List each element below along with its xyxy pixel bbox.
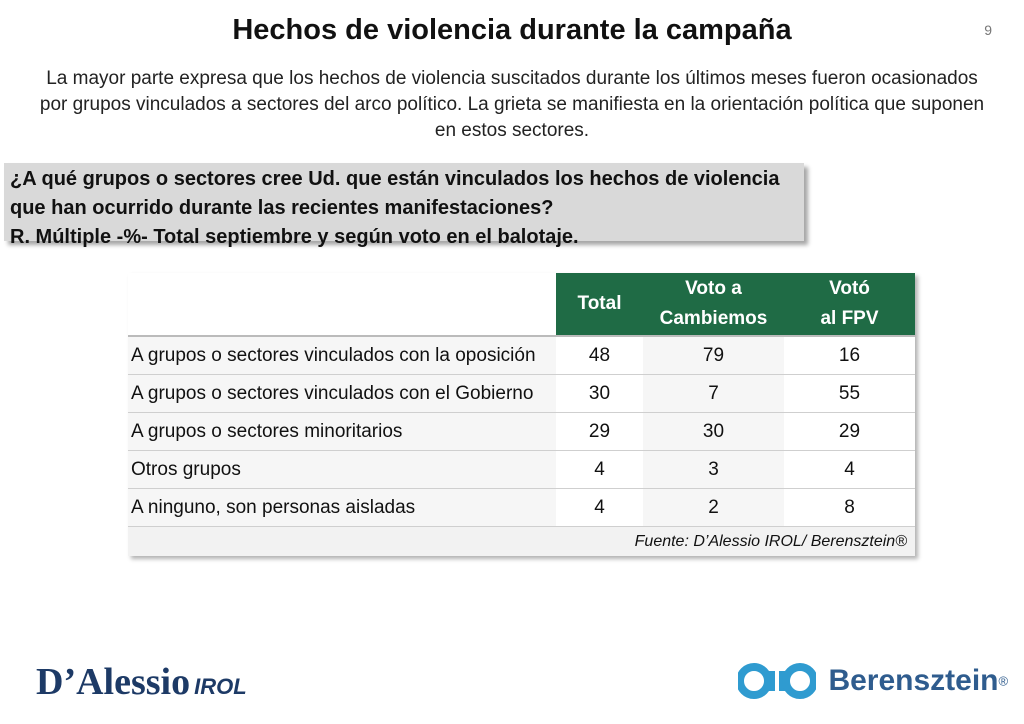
row-label: Otros grupos — [128, 450, 556, 489]
page-title: Hechos de violencia durante la campaña — [232, 14, 792, 46]
cell-cambiemos: 79 — [643, 335, 784, 375]
subtitle-line-1: La mayor parte expresa que los hechos de… — [46, 68, 978, 89]
source-note: Fuente: D’Alessio IROL/ Berensztein® — [128, 526, 915, 556]
row-label: A ninguno, son personas aisladas — [128, 488, 556, 527]
header-fpv: Votó al FPV — [784, 273, 915, 336]
cell-fpv: 8 — [784, 488, 915, 527]
results-table: Total Voto a Cambiemos Votó al FPV A gru… — [128, 273, 915, 556]
dalessio-logo: D’Alessio IROL — [36, 660, 247, 704]
cell-cambiemos: 30 — [643, 412, 784, 451]
cell-fpv: 16 — [784, 335, 915, 375]
table-row: A ninguno, son personas aisladas 4 2 8 — [128, 488, 915, 527]
cell-total: 4 — [556, 488, 643, 527]
header-cambiemos: Voto a Cambiemos — [643, 273, 784, 336]
cell-cambiemos: 2 — [643, 488, 784, 527]
header-fpv-line-1: Votó — [829, 278, 870, 299]
table-header-row: Total Voto a Cambiemos Votó al FPV — [128, 273, 915, 336]
cell-total: 48 — [556, 335, 643, 375]
cell-cambiemos: 3 — [643, 450, 784, 489]
table-row: A grupos o sectores vinculados con el Go… — [128, 374, 915, 413]
question-line-2: que han ocurrido durante las recientes m… — [10, 197, 554, 219]
row-label: A grupos o sectores vinculados con la op… — [128, 335, 556, 375]
question-line-3: R. Múltiple -%- Total septiembre y según… — [10, 226, 579, 248]
question-box: ¿A qué grupos o sectores cree Ud. que es… — [4, 163, 804, 248]
dalessio-logo-suffix: IROL — [194, 674, 247, 699]
cell-fpv: 4 — [784, 450, 915, 489]
cell-total: 30 — [556, 374, 643, 413]
cell-total: 4 — [556, 450, 643, 489]
page-number: 9 — [984, 22, 992, 38]
header-cambiemos-line-1: Voto a — [685, 278, 742, 299]
question-line-1: ¿A qué grupos o sectores cree Ud. que es… — [10, 168, 780, 190]
cell-fpv: 55 — [784, 374, 915, 413]
subtitle-line-2: por grupos vinculados a sectores del arc… — [39, 94, 985, 115]
cell-fpv: 29 — [784, 412, 915, 451]
header-cambiemos-line-2: Cambiemos — [659, 308, 768, 329]
berensztein-logo-text: Berensztein — [828, 664, 999, 697]
berensztein-mark-icon — [736, 663, 820, 699]
dalessio-logo-main: D’Alessio — [36, 661, 191, 703]
subtitle: La mayor parte expresa que los hechos de… — [12, 66, 1012, 144]
row-label: A grupos o sectores minoritarios — [128, 412, 556, 451]
registered-mark: ® — [998, 673, 1009, 689]
cell-cambiemos: 7 — [643, 374, 784, 413]
source-row: Fuente: D’Alessio IROL/ Berensztein® — [128, 526, 915, 556]
header-total-label: Total — [577, 293, 622, 314]
berensztein-logo: Berensztein® — [736, 663, 1009, 703]
header-fpv-line-2: al FPV — [820, 308, 879, 329]
cell-total: 29 — [556, 412, 643, 451]
table-row: A grupos o sectores vinculados con la op… — [128, 335, 915, 375]
table-row: Otros grupos 4 3 4 — [128, 450, 915, 489]
header-blank-cell — [128, 273, 556, 336]
subtitle-line-3: en estos sectores. — [434, 120, 590, 141]
header-total: Total — [556, 273, 643, 336]
table-row: A grupos o sectores minoritarios 29 30 2… — [128, 412, 915, 451]
row-label: A grupos o sectores vinculados con el Go… — [128, 374, 556, 413]
